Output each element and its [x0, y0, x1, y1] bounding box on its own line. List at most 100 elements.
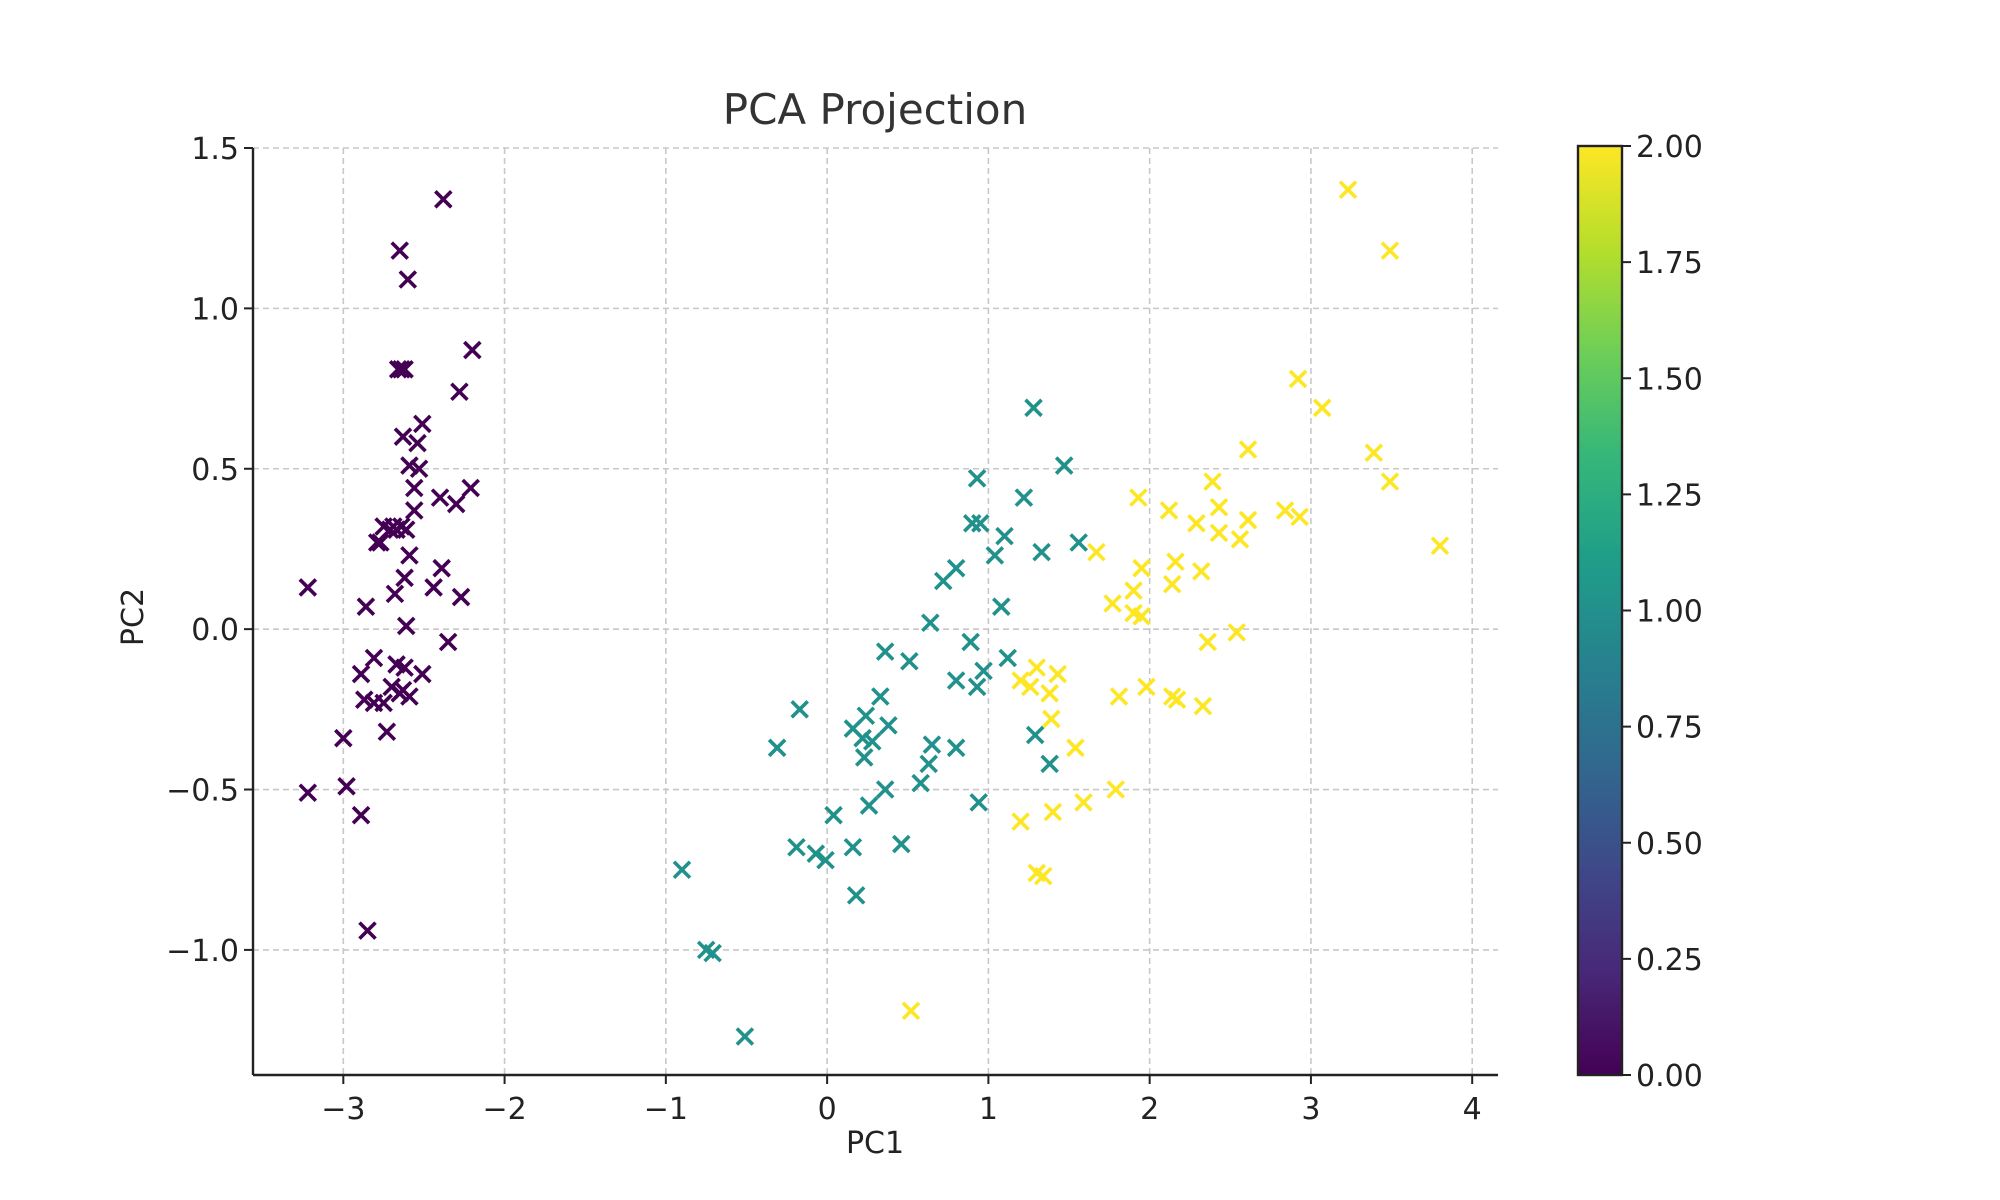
scatter-point-class-2: [1074, 793, 1093, 812]
gridlines: [253, 147, 1498, 1075]
scatter-point-class-1: [900, 651, 919, 671]
scatter-point-class-2: [1159, 501, 1179, 520]
scatter-point-class-1: [735, 1027, 755, 1046]
scatter-point-class-1: [933, 571, 953, 591]
scatter-point-class-2: [1230, 530, 1250, 549]
scatter-point-class-0: [400, 546, 419, 565]
scatter-point-class-1: [1054, 456, 1074, 475]
colorbar: 0.00 0.25 0.50 0.75 1.00 1.25 1.50 1.75 2.00: [1576, 130, 1703, 1094]
scatter-point-class-2: [1238, 510, 1258, 530]
scatter-point-class-2: [1011, 671, 1030, 690]
scatter-point-class-2: [1430, 536, 1450, 556]
scatter-point-class-0: [413, 414, 432, 434]
scatter-point-class-0: [438, 632, 458, 652]
scatter-point-class-0: [413, 664, 432, 684]
scatter-point-class-1: [871, 687, 890, 706]
scatter-point-class-0: [334, 728, 353, 748]
scatter-point-class-1: [985, 546, 1005, 565]
scatter-point-class-1: [672, 860, 692, 879]
scatter-point-class-0: [351, 664, 371, 684]
scatter-point-class-1: [853, 728, 872, 748]
x-tick-label: 4: [1463, 1092, 1482, 1127]
scatter-point-class-1: [967, 469, 987, 488]
x-tick-label: 0: [818, 1092, 837, 1127]
scatter-point-class-0: [385, 584, 405, 604]
scatter-point-class-0: [396, 616, 416, 636]
scatter-point-class-1: [946, 738, 966, 758]
x-axis-title: PC1: [846, 1126, 904, 1161]
scatter-point-class-2: [1167, 690, 1187, 709]
scatter-point-class-1: [921, 613, 940, 632]
scatter-point-class-0: [358, 921, 377, 940]
y-tick-label: −1.0: [166, 934, 239, 969]
scatter-point-class-2: [1380, 472, 1400, 491]
scatter-point-class-1: [767, 738, 787, 758]
chart-title: PCA Projection: [723, 85, 1027, 134]
y-axis-title: PC2: [116, 588, 151, 646]
scatter-point-class-0: [393, 427, 413, 446]
scatter-point-class-0: [395, 360, 414, 379]
scatter-point-class-0: [461, 478, 480, 498]
scatter-point-class-2: [1066, 738, 1085, 758]
scatter-point-class-2: [1103, 594, 1122, 613]
scatter-point-class-2: [1106, 780, 1126, 799]
scatter-point-class-2: [1364, 443, 1384, 462]
y-tick-label: 1.0: [191, 292, 239, 327]
colorbar-tick-label: 1.25: [1636, 478, 1703, 513]
scatter-point-class-2: [1042, 709, 1061, 729]
colorbar-tick-label: 0.00: [1636, 1059, 1703, 1094]
scatter-point-class-2: [1109, 687, 1129, 706]
colorbar-tick-label: 2.00: [1636, 130, 1703, 165]
scatter-point-class-1: [971, 514, 990, 533]
scatter-point-class-1: [1040, 754, 1059, 774]
scatter-point-class-2: [1124, 581, 1143, 600]
scatter-point-class-2: [1380, 241, 1400, 260]
colorbar-tick-label: 1.50: [1636, 362, 1703, 397]
scatter-point-class-2: [901, 1001, 921, 1021]
scatter-point-class-0: [388, 360, 408, 379]
scatter-point-class-2: [1238, 440, 1258, 459]
scatter-point-class-0: [463, 340, 482, 360]
scatter-point-class-2: [1129, 488, 1148, 507]
scatter-point-class-0: [392, 360, 411, 379]
scatter-point-class-2: [1132, 607, 1151, 626]
scatter-point-class-2: [1087, 542, 1106, 562]
scatter-point-class-2: [1027, 658, 1047, 677]
x-tick-label: 2: [1140, 1092, 1159, 1127]
scatter-point-class-1: [843, 837, 863, 857]
scatter-point-class-0: [398, 270, 418, 289]
scatter-point-class-1: [703, 943, 722, 963]
scatter-point-class-0: [374, 693, 393, 713]
scatter-point-class-2: [1021, 677, 1040, 697]
scatter-point-class-2: [1227, 623, 1247, 642]
colorbar-gradient: [1576, 144, 1624, 1077]
colorbar-tick-label: 0.75: [1636, 711, 1703, 746]
scatter-point-class-0: [408, 433, 427, 453]
x-tick-label: 3: [1301, 1092, 1320, 1127]
scatter-point-class-2: [1312, 398, 1332, 418]
data-points: [298, 180, 1450, 1046]
scatter-point-class-0: [409, 459, 429, 479]
scatter-point-class-0: [390, 241, 410, 260]
scatter-point-class-2: [1033, 866, 1053, 886]
scatter-point-class-1: [1025, 725, 1045, 745]
scatter-point-class-0: [364, 648, 384, 668]
scatter-point-class-1: [961, 632, 980, 652]
colorbar-tick-label: 0.50: [1636, 827, 1703, 862]
x-tick-label: −1: [644, 1092, 688, 1127]
x-tick-label: −2: [482, 1092, 526, 1127]
scatter-point-class-1: [992, 597, 1011, 616]
scatter-point-class-1: [946, 671, 966, 690]
scatter-point-class-0: [337, 777, 356, 796]
scatter-point-class-0: [446, 494, 466, 514]
colorbar-tick-label: 1.00: [1636, 595, 1703, 630]
scatter-point-class-0: [395, 658, 414, 677]
scatter-point-class-2: [1162, 574, 1182, 594]
scatter-point-class-0: [377, 722, 397, 742]
scatter-point-class-1: [859, 796, 879, 815]
scatter-point-class-2: [1040, 684, 1059, 703]
scatter-point-class-2: [1011, 812, 1030, 831]
colorbar-tick-label: 0.25: [1636, 943, 1703, 978]
